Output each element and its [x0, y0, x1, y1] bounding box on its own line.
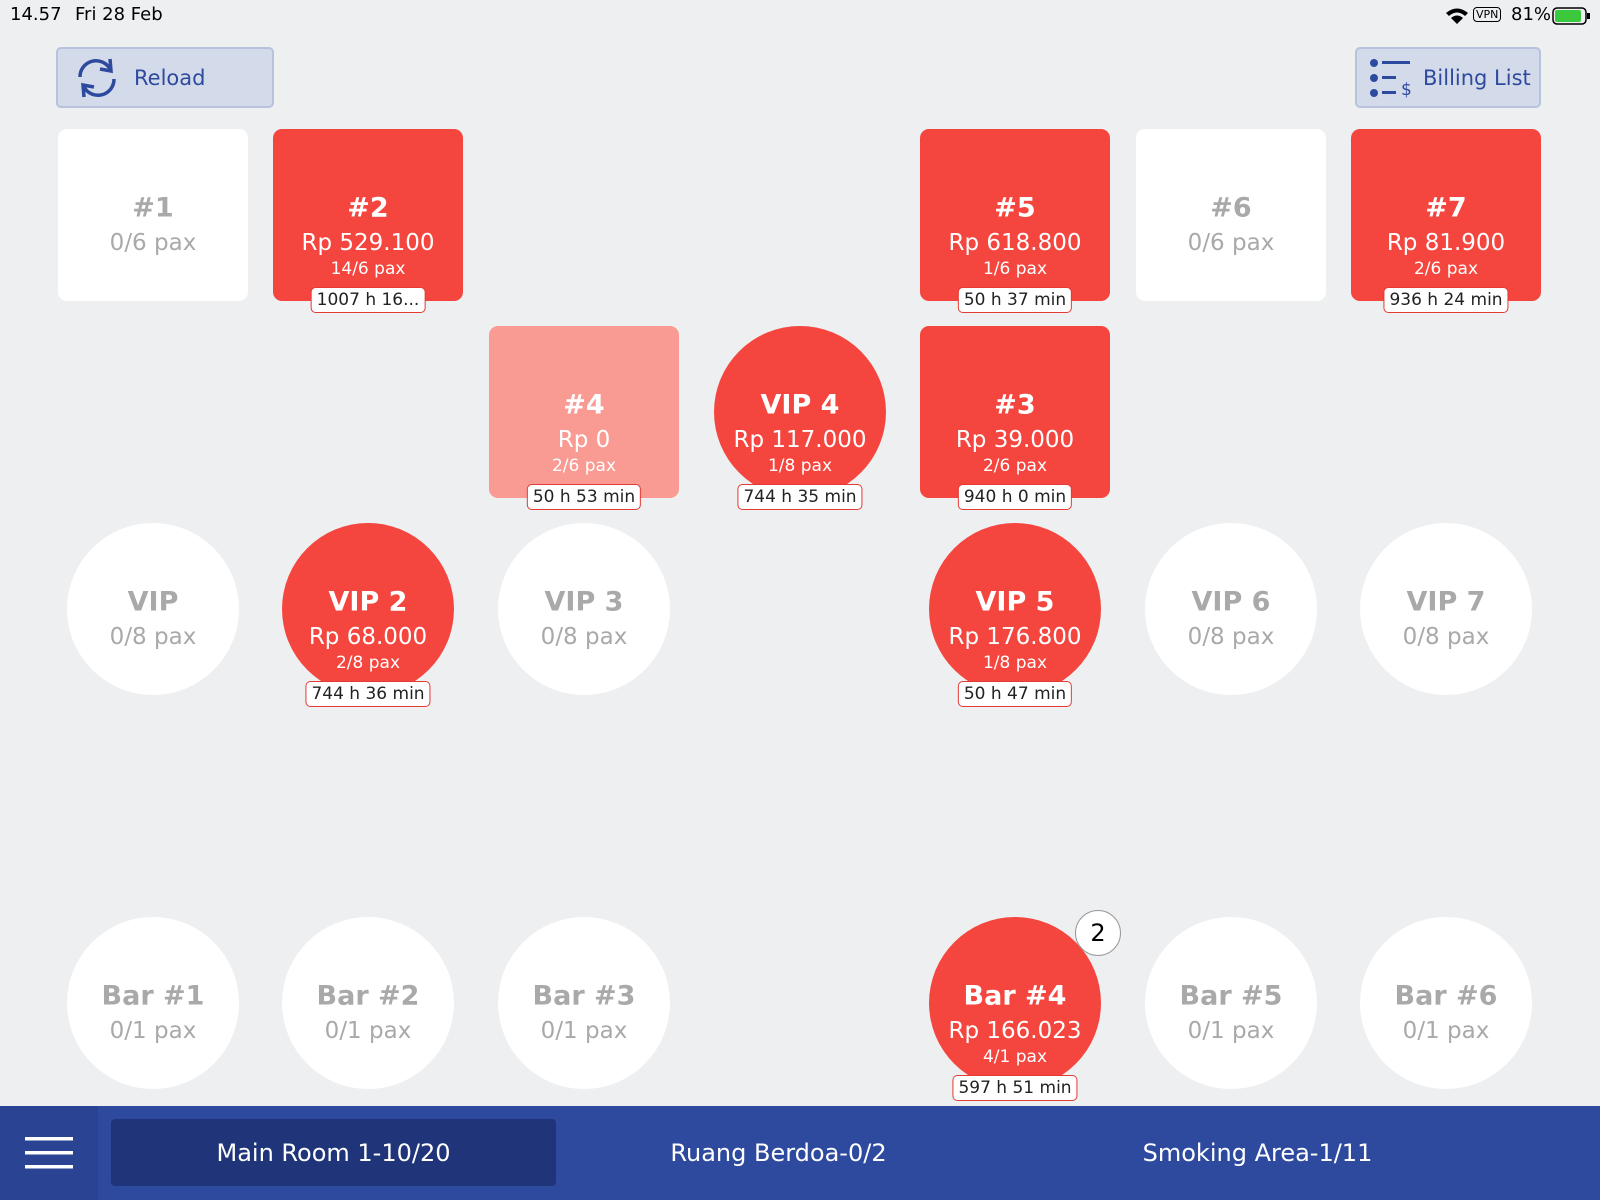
battery-percent: 81% [1511, 4, 1552, 25]
table-label: VIP 5 [975, 586, 1055, 618]
table-square[interactable] [273, 129, 463, 301]
table-circle[interactable] [929, 917, 1101, 1089]
table-circle[interactable] [1360, 523, 1532, 695]
status-date: Fri 28 Feb [75, 4, 163, 25]
table-label: Bar #1 [101, 980, 205, 1012]
table-label: #7 [1425, 192, 1467, 224]
table-square[interactable] [920, 129, 1110, 301]
table-circle[interactable] [282, 523, 454, 695]
table-badge: 2 [1075, 910, 1121, 956]
table-pax: 0/6 pax [1187, 230, 1275, 256]
table-label: #3 [994, 389, 1036, 421]
table-circle[interactable] [498, 523, 670, 695]
table-label: #5 [994, 192, 1036, 224]
menu-icon [25, 1137, 73, 1169]
status-time: 14.57 [10, 4, 62, 25]
table-pax: 2/6 pax [1413, 259, 1479, 279]
table-label: Bar #3 [532, 980, 636, 1012]
table-pax: 14/6 pax [330, 259, 406, 279]
table-timer: 940 h 0 min [957, 484, 1073, 510]
menu-button[interactable] [0, 1106, 98, 1200]
table-pax: 0/1 pax [1402, 1018, 1490, 1044]
table-label: Bar #4 [963, 980, 1067, 1012]
tab[interactable]: Smoking Area-1/11 [1142, 1139, 1373, 1167]
table-label: #1 [132, 192, 174, 224]
table-label: VIP 4 [760, 389, 840, 421]
billing-icon: $ [1370, 58, 1412, 99]
table-timer: 744 h 35 min [737, 484, 863, 510]
table-pax: 2/8 pax [335, 653, 401, 673]
table-pax: 1/6 pax [982, 259, 1048, 279]
table-label: Bar #5 [1179, 980, 1283, 1012]
table-circle[interactable] [1145, 523, 1317, 695]
tab[interactable]: Ruang Berdoa-0/2 [670, 1139, 887, 1167]
table-amount: Rp 176.800 [948, 624, 1082, 650]
reload-icon [78, 58, 116, 97]
table-label: VIP 3 [544, 586, 624, 618]
table-square[interactable] [489, 326, 679, 498]
table-label: #4 [563, 389, 605, 421]
table-pax: 1/8 pax [767, 456, 833, 476]
table-square[interactable] [920, 326, 1110, 498]
wifi-icon [1446, 8, 1468, 24]
billing-label: Billing List [1423, 65, 1531, 90]
table-label: VIP 6 [1191, 586, 1271, 618]
table-amount: Rp 117.000 [733, 427, 867, 453]
table-label: VIP 7 [1406, 586, 1486, 618]
table-pax: 0/8 pax [1402, 624, 1490, 650]
table-label: #6 [1210, 192, 1252, 224]
table-pax: 0/1 pax [109, 1018, 197, 1044]
table-timer: 50 h 53 min [526, 484, 642, 510]
table-amount: Rp 166.023 [948, 1018, 1082, 1044]
table-amount: Rp 0 [557, 427, 611, 453]
table-amount: Rp 39.000 [955, 427, 1075, 453]
table-amount: Rp 529.100 [301, 230, 435, 256]
table-circle[interactable] [67, 917, 239, 1089]
table-label: VIP 2 [328, 586, 408, 618]
table-pax: 0/1 pax [324, 1018, 412, 1044]
table-label: #2 [347, 192, 389, 224]
table-label: Bar #6 [1394, 980, 1498, 1012]
table-circle[interactable] [1145, 917, 1317, 1089]
table-circle[interactable] [67, 523, 239, 695]
table-timer: 744 h 36 min [305, 681, 431, 707]
table-timer: 50 h 47 min [957, 681, 1073, 707]
table-square[interactable] [1351, 129, 1541, 301]
table-pax: 0/8 pax [1187, 624, 1275, 650]
table-circle[interactable] [714, 326, 886, 498]
table-pax: 0/8 pax [109, 624, 197, 650]
table-timer: 50 h 37 min [957, 287, 1073, 313]
tab-active[interactable]: Main Room 1-10/20 [111, 1119, 556, 1186]
table-timer: 936 h 24 min [1383, 287, 1509, 313]
battery-icon [1552, 7, 1590, 25]
table-circle[interactable] [1360, 917, 1532, 1089]
svg-text:$: $ [1401, 80, 1412, 99]
table-amount: Rp 68.000 [308, 624, 428, 650]
table-pax: 4/1 pax [982, 1047, 1048, 1067]
table-square[interactable] [58, 129, 248, 301]
billing-list-button[interactable]: $ Billing List [1355, 47, 1541, 108]
table-label: VIP [127, 586, 179, 618]
table-circle[interactable] [282, 917, 454, 1089]
table-pax: 2/6 pax [551, 456, 617, 476]
table-timer: 1007 h 16... [310, 287, 426, 313]
table-pax: 0/1 pax [540, 1018, 628, 1044]
table-pax: 0/8 pax [540, 624, 628, 650]
table-amount: Rp 81.900 [1386, 230, 1506, 256]
reload-button[interactable]: Reload [56, 47, 274, 108]
reload-label: Reload [134, 65, 206, 90]
table-square[interactable] [1136, 129, 1326, 301]
table-circle[interactable] [498, 917, 670, 1089]
table-timer: 597 h 51 min [952, 1075, 1078, 1101]
table-amount: Rp 618.800 [948, 230, 1082, 256]
table-label: Bar #2 [316, 980, 420, 1012]
vpn-indicator: VPN [1473, 7, 1502, 22]
table-pax: 0/1 pax [1187, 1018, 1275, 1044]
table-pax: 1/8 pax [982, 653, 1048, 673]
table-circle[interactable] [929, 523, 1101, 695]
table-pax: 0/6 pax [109, 230, 197, 256]
table-pax: 2/6 pax [982, 456, 1048, 476]
